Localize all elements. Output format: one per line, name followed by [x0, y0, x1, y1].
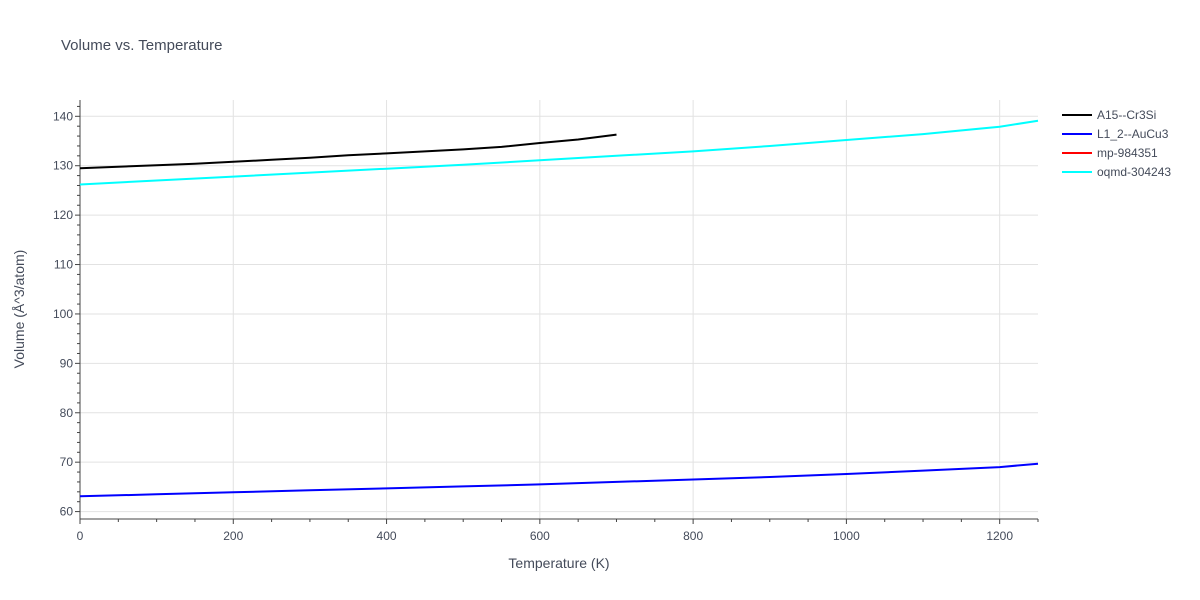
x-tick-label: 800 [683, 529, 703, 543]
y-axis-title: Volume (Å^3/atom) [11, 250, 27, 369]
x-tick-label: 400 [377, 529, 397, 543]
legend-item[interactable]: oqmd-304243 [1062, 165, 1171, 179]
legend-item[interactable]: A15--Cr3Si [1062, 108, 1156, 122]
y-tick-label: 140 [53, 109, 73, 123]
series-line-oqmd-304243 [79, 119, 1039, 186]
x-axis-title: Temperature (K) [508, 555, 609, 571]
y-tick-label: 130 [53, 159, 73, 173]
legend-label: L1_2--AuCu3 [1097, 127, 1169, 141]
x-tick-label: 1000 [833, 529, 860, 543]
y-tick-label: 120 [53, 208, 73, 222]
y-tick-label: 80 [60, 406, 74, 420]
legend-label: oqmd-304243 [1097, 165, 1171, 179]
legend-item[interactable]: L1_2--AuCu3 [1062, 127, 1169, 141]
legend-item[interactable]: mp-984351 [1062, 146, 1158, 160]
y-tick-label: 110 [54, 258, 73, 272]
x-tick-label: 0 [77, 529, 84, 543]
plot-area [79, 119, 1039, 498]
x-tick-label: 600 [530, 529, 550, 543]
y-tick-label: 60 [60, 505, 74, 519]
y-tick-label: 90 [60, 356, 74, 370]
x-tick-label: 1200 [986, 529, 1013, 543]
chart-title: Volume vs. Temperature [61, 37, 222, 54]
y-axis-ticks: 60 70 80 90 100 110 120 130 140 [53, 105, 80, 519]
legend-label: mp-984351 [1097, 146, 1158, 160]
y-tick-label: 70 [60, 455, 74, 469]
grid-lines [80, 100, 1038, 519]
axes [79, 100, 1038, 520]
x-axis-ticks: 0 200 400 600 800 1000 1200 [77, 519, 1039, 543]
series-line-A15--Cr3Si [79, 133, 617, 170]
legend-label: A15--Cr3Si [1097, 108, 1156, 122]
legend: A15--Cr3Si L1_2--AuCu3 mp-984351 oqmd-30424… [1062, 108, 1171, 179]
series-line-L1_2--AuCu3 [79, 462, 1039, 498]
x-tick-label: 200 [223, 529, 243, 543]
y-tick-label: 100 [53, 307, 73, 321]
